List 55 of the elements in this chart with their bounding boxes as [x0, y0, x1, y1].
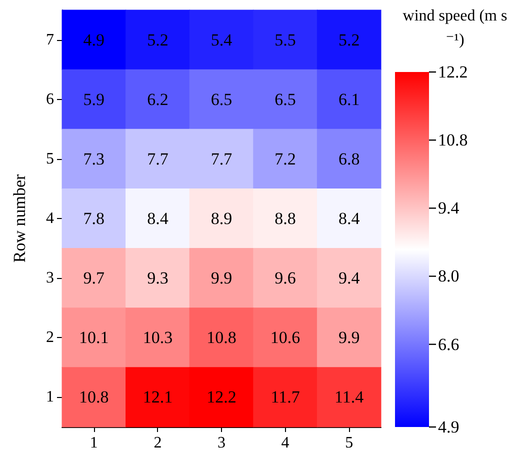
color-bar-label: 10.8 — [438, 130, 468, 150]
data-label: 8.8 — [274, 209, 296, 228]
data-label: 7.7 — [147, 149, 169, 168]
data-label: 10.1 — [79, 328, 109, 348]
y-tick-label: 6 — [46, 90, 54, 108]
data-label: 9.6 — [274, 268, 296, 288]
data-label: 9.7 — [83, 268, 106, 288]
y-tick-label: 5 — [46, 150, 54, 168]
data-label: 11.4 — [334, 388, 364, 407]
data-label: 9.3 — [147, 268, 168, 288]
data-label: 9.9 — [338, 328, 360, 348]
color-bar-label: 6.6 — [438, 334, 460, 354]
data-label: 7.8 — [83, 209, 105, 228]
data-label: 5.5 — [274, 30, 296, 50]
x-tick-label: 1 — [90, 434, 98, 452]
data-label: 8.4 — [147, 209, 169, 228]
data-label: 6.8 — [338, 149, 360, 168]
data-label: 10.3 — [142, 328, 173, 348]
data-label: 5.2 — [147, 30, 168, 50]
color-bar-label: 8.0 — [438, 266, 460, 286]
data-label: 5.9 — [83, 90, 105, 109]
data-label: 6.5 — [210, 90, 232, 109]
data-label: 10.6 — [270, 328, 300, 348]
y-tick-label: 2 — [46, 329, 54, 346]
data-label: 6.1 — [338, 90, 360, 109]
data-label: 12.1 — [142, 388, 173, 407]
x-tick-label: 4 — [281, 434, 290, 452]
y-axis-title: Row number — [10, 174, 29, 263]
data-label: 7.7 — [210, 149, 233, 168]
data-label: 8.4 — [338, 209, 360, 228]
data-label: 7.3 — [83, 149, 105, 168]
data-label: 7.2 — [274, 149, 296, 168]
color-bar-label: 9.4 — [438, 198, 460, 218]
data-label: 8.9 — [210, 209, 232, 228]
y-tick-label: 4 — [46, 210, 54, 227]
data-label: 9.4 — [338, 268, 360, 288]
x-tick-label: 5 — [345, 434, 354, 452]
color-bar-label: 12.2 — [438, 62, 468, 82]
y-tick-label: 7 — [46, 31, 54, 48]
data-label: 9.9 — [210, 268, 232, 288]
x-tick-label: 2 — [154, 434, 162, 452]
data-label: 5.4 — [210, 30, 233, 50]
color-bar-label: 4.9 — [438, 418, 460, 436]
color-bar-title: wind speed (m s⁻¹) — [402, 8, 508, 48]
data-label: 6.5 — [274, 90, 296, 109]
data-label: 10.8 — [206, 328, 236, 348]
y-tick-label: 3 — [46, 270, 54, 287]
y-tick-label: 1 — [46, 388, 54, 406]
data-label: 11.7 — [270, 388, 300, 407]
data-label: 10.8 — [79, 388, 109, 407]
data-label: 4.9 — [83, 30, 105, 50]
data-label: 12.2 — [206, 388, 236, 407]
data-label: 5.2 — [338, 30, 360, 50]
data-label: 6.2 — [147, 90, 168, 109]
x-tick-label: 3 — [218, 434, 226, 452]
